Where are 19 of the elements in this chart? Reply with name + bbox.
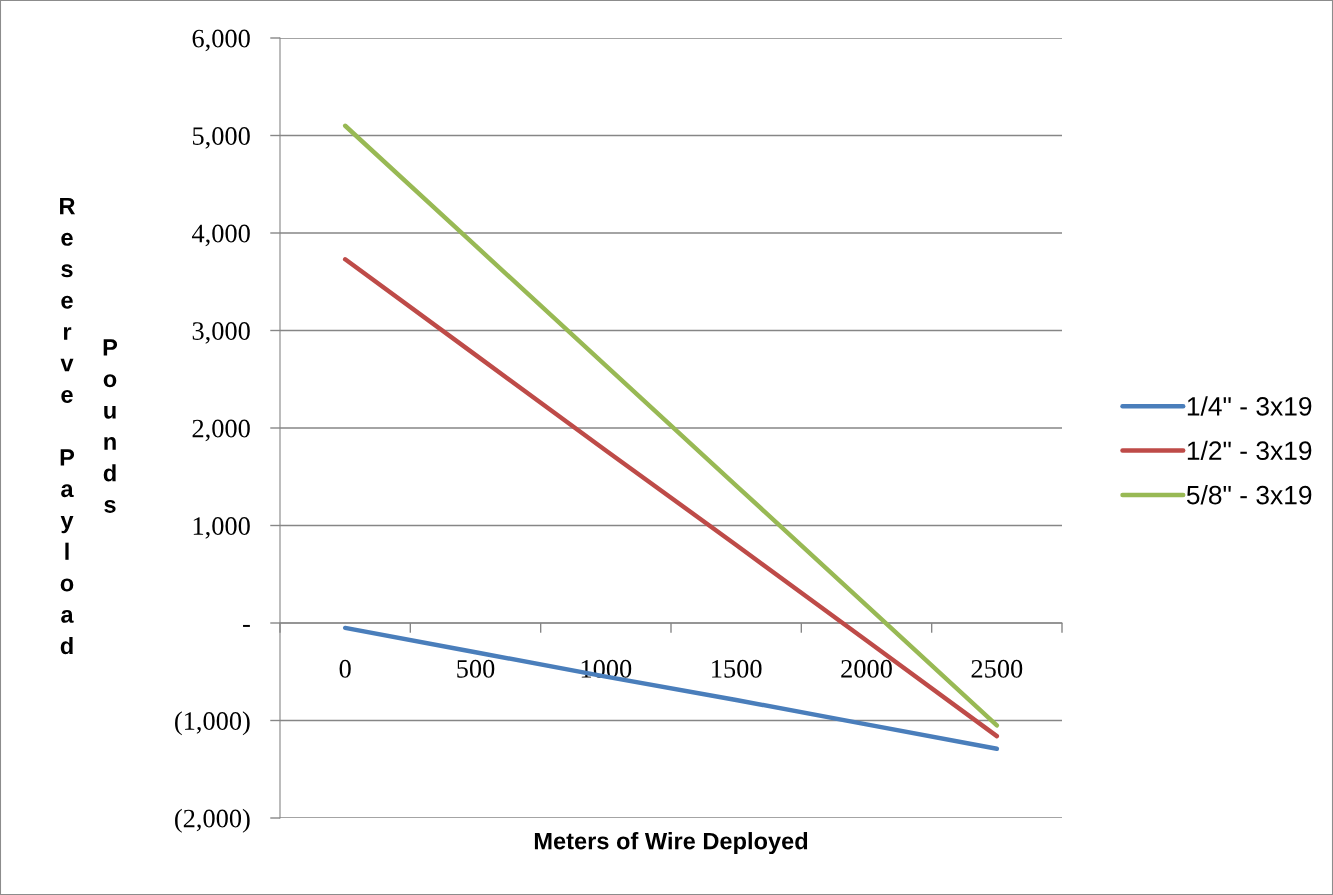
x-tick-label: 2500	[971, 659, 1023, 678]
y-tick-label: 5,000	[192, 127, 250, 149]
x-tick-label: 0	[339, 659, 351, 678]
x-tick-label: 2000	[841, 659, 892, 678]
y-tick-label: -	[243, 624, 250, 627]
y-tick-label: 6,000	[192, 29, 250, 52]
x-tick-label: 1500	[712, 659, 762, 678]
y-tick-label: 1,000	[193, 517, 250, 539]
legend-label: 1/2" - 3x19	[1187, 440, 1312, 461]
text: Reserve Payload Pounds	[60, 197, 118, 655]
y-tick-label: 4,000	[191, 224, 250, 247]
y-tick-label: (1,000)	[175, 711, 250, 736]
legend-label: 1/4" - 3x19	[1187, 396, 1312, 416]
y-tick-label: 3,000	[192, 322, 250, 344]
y-tick-label: (2,000)	[175, 808, 250, 833]
y-tick-label: 2,000	[192, 419, 250, 442]
legend-label: 5/8" - 3x19	[1186, 485, 1312, 505]
x-axis-title: Meters of Wire Deployed	[534, 832, 808, 855]
x-tick-label: 500	[457, 659, 495, 678]
